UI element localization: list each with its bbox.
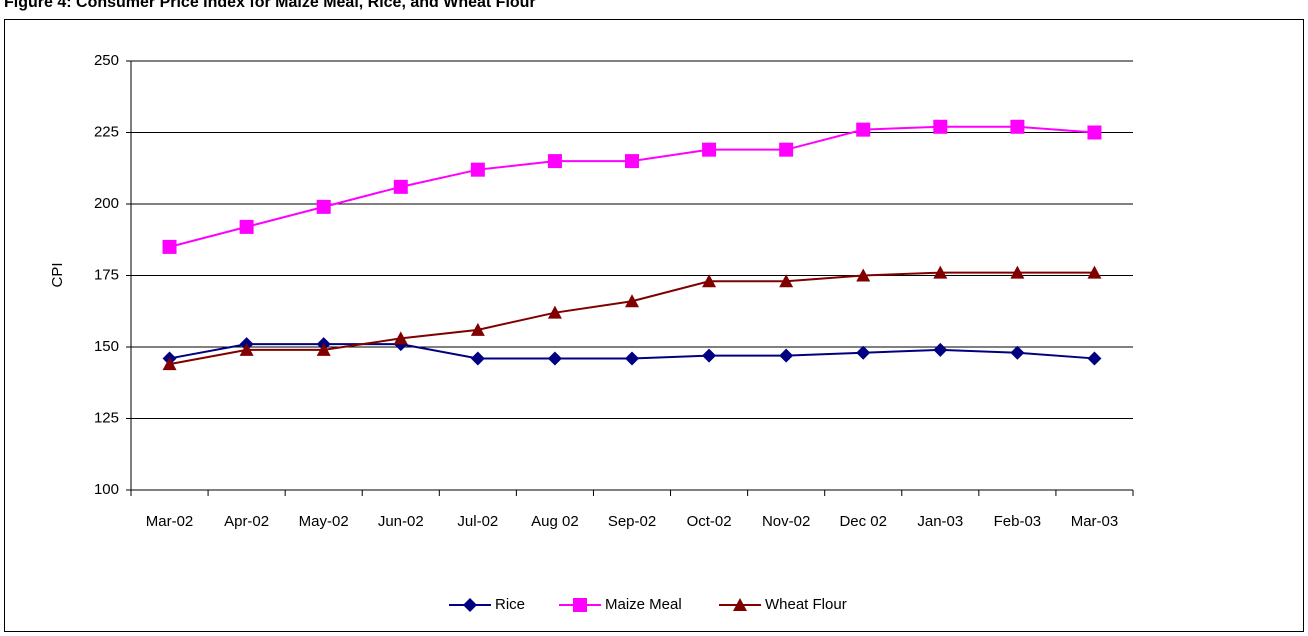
y-tick-label: 150 xyxy=(94,338,119,355)
marker xyxy=(933,265,948,279)
marker xyxy=(625,294,639,308)
marker xyxy=(933,119,948,134)
marker xyxy=(547,305,562,319)
marker xyxy=(393,179,408,194)
marker xyxy=(1010,119,1025,134)
x-tick-label: Nov-02 xyxy=(762,513,810,530)
marker xyxy=(316,199,331,214)
marker xyxy=(779,348,794,363)
y-tick-label: 225 xyxy=(94,123,119,140)
y-tick-label: 175 xyxy=(94,266,119,283)
marker xyxy=(1087,351,1102,366)
marker xyxy=(856,268,871,282)
marker xyxy=(1087,265,1102,279)
x-tick-label: May-02 xyxy=(299,513,349,530)
marker xyxy=(162,357,177,371)
x-tick-label: Aug 02 xyxy=(531,513,579,530)
x-tick-label: Jul-02 xyxy=(457,513,498,530)
y-tick-label: 125 xyxy=(94,409,119,426)
x-tick-label: Apr-02 xyxy=(224,513,269,530)
y-tick-label: 200 xyxy=(94,195,119,212)
x-tick-label: Jan-03 xyxy=(917,513,963,530)
marker xyxy=(393,331,408,345)
marker xyxy=(702,142,717,157)
legend-label: Wheat Flour xyxy=(765,596,847,613)
marker xyxy=(1010,345,1025,360)
x-tick-label: Dec 02 xyxy=(839,513,887,530)
x-tick-label: Oct-02 xyxy=(687,513,732,530)
marker xyxy=(573,598,587,612)
marker xyxy=(470,162,485,177)
y-tick-label: 100 xyxy=(94,481,119,498)
marker xyxy=(856,345,871,360)
x-tick-label: Mar-02 xyxy=(146,513,194,530)
marker xyxy=(702,274,717,288)
marker xyxy=(733,598,747,611)
marker xyxy=(1010,265,1025,279)
y-tick-label: 250 xyxy=(94,52,119,69)
series-line xyxy=(169,125,1095,248)
marker xyxy=(547,154,562,169)
marker xyxy=(239,219,254,234)
y-axis-label: CPI xyxy=(49,262,66,287)
marker xyxy=(316,342,331,356)
marker xyxy=(779,274,794,288)
chart-title: Figure 4: Consumer Price Index for Maize… xyxy=(4,0,536,11)
marker xyxy=(162,239,177,254)
x-tick-label: Feb-03 xyxy=(994,513,1042,530)
marker xyxy=(625,154,639,169)
legend-label: Rice xyxy=(495,596,525,613)
marker xyxy=(463,598,477,612)
marker xyxy=(625,351,639,366)
marker xyxy=(1087,125,1102,140)
marker xyxy=(470,322,485,336)
marker xyxy=(702,348,717,363)
marker xyxy=(933,342,948,357)
marker xyxy=(779,142,794,157)
marker xyxy=(856,122,871,137)
legend-label: Maize Meal xyxy=(605,596,682,613)
marker xyxy=(470,351,485,366)
marker xyxy=(547,351,562,366)
chart-frame xyxy=(4,19,1304,632)
x-tick-label: Mar-03 xyxy=(1071,513,1119,530)
x-tick-label: Sep-02 xyxy=(608,513,656,530)
marker xyxy=(239,342,254,356)
x-tick-label: Jun-02 xyxy=(378,513,424,530)
